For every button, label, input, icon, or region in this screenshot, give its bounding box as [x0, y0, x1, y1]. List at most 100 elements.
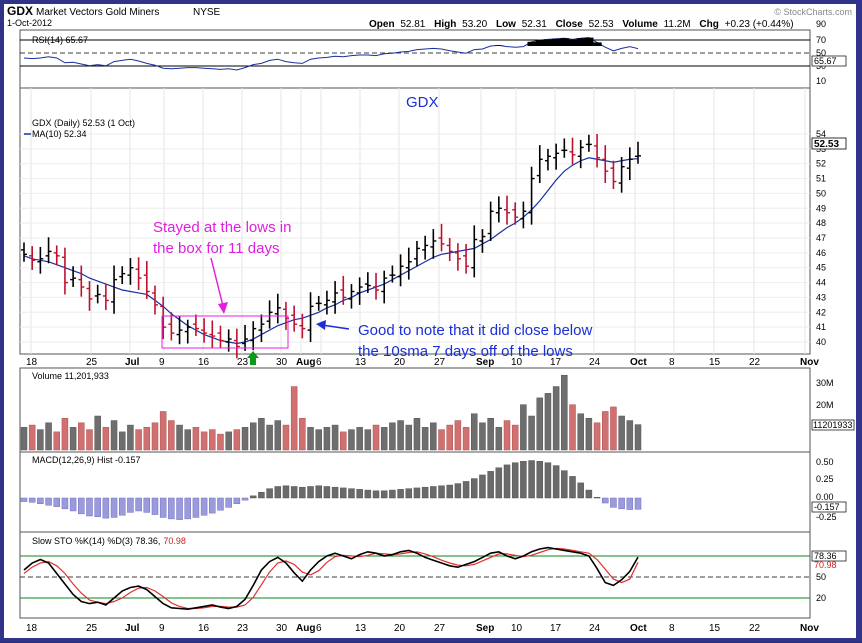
macd-hist-bar: [151, 497, 159, 515]
volume-bar: [397, 420, 404, 451]
price-tick-label: 51: [816, 174, 826, 184]
macd-hist-bar: [225, 497, 232, 508]
macd-hist-bar: [503, 464, 511, 499]
macd-hist-bar: [356, 489, 363, 499]
macd-hist-bar: [593, 497, 601, 499]
ohlc-bar: [495, 196, 502, 223]
macd-hist-bar: [331, 486, 339, 499]
volume-bar: [282, 424, 290, 451]
x-tick-label-bottom: 8: [669, 623, 675, 634]
volume-bar: [536, 397, 544, 451]
ohlc-bar: [37, 246, 44, 274]
x-tick-label-bottom: Aug: [296, 623, 315, 634]
ohlc-bar: [119, 266, 126, 285]
ohlc-bar: [413, 240, 420, 267]
macd-hist-bar: [143, 497, 151, 513]
volume-bar: [266, 424, 273, 451]
volume-bar: [168, 420, 175, 451]
macd-y-ticks: 0.50 0.25 0.00 -0.25: [816, 457, 837, 522]
volume-bar: [348, 429, 355, 451]
price-tick-label: 44: [816, 278, 826, 288]
rsi-overbought-fill: [592, 42, 602, 46]
x-tick-label: 25: [86, 357, 98, 368]
sma-note-line2: the 10sma 7 days off of the lows: [358, 343, 573, 360]
ohlc-bar: [217, 325, 224, 348]
macd-hist-bar: [45, 497, 52, 506]
x-tick-label: 8: [669, 357, 675, 368]
volume-bar: [430, 422, 437, 451]
rsi-tick-10: 10: [816, 76, 826, 86]
macd-hist-bar: [618, 497, 625, 510]
volume-bar: [340, 431, 347, 451]
rsi-value-box: [811, 55, 847, 67]
ohlc-bar: [569, 137, 576, 165]
box-note-line1: Stayed at the lows in: [153, 219, 291, 236]
macd-hist-bar: [233, 497, 241, 505]
brand-label[interactable]: © StockCharts.com: [774, 7, 852, 17]
sto-k-line: [23, 546, 639, 611]
x-tick-label-bottom: 10: [511, 623, 523, 634]
sto-panel: [19, 531, 811, 619]
volume-bar: [127, 424, 134, 451]
volume-bar: [331, 424, 339, 451]
box-note-line2: the box for 11 days: [153, 240, 279, 257]
x-tick-label-bottom: Nov: [800, 623, 819, 634]
macd-hist-bar: [37, 497, 44, 505]
volume-bar: [495, 427, 503, 451]
volume-bar: [561, 374, 568, 451]
price-tick-label: 42: [816, 307, 826, 317]
ohlc-bar: [594, 134, 601, 168]
macd-hist-bar: [569, 476, 576, 499]
ohlc-bar: [168, 312, 175, 341]
x-tick-label: 24: [589, 357, 601, 368]
price-tick-label: 49: [816, 203, 826, 213]
volume-bar: [602, 411, 609, 451]
stock-chart-svg: GDX Market Vectors Gold Miners NYSE 1-Oc…: [7, 4, 855, 634]
macd-hist-bar: [249, 495, 257, 499]
rsi-line: [23, 37, 639, 71]
ohlc-bar: [635, 141, 641, 164]
ohlc-bar: [528, 166, 535, 225]
macd-hist-bar: [266, 488, 273, 499]
macd-label: MACD(12,26,9) Hist -0.157: [32, 455, 141, 465]
macd-hist-bar: [544, 462, 552, 499]
macd-hist-bar: [168, 497, 175, 520]
volume-value: 11.2M: [664, 19, 691, 30]
x-tick-label: 17: [550, 357, 562, 368]
price-tick-label: 48: [816, 218, 826, 228]
x-tick-label-bottom: 17: [550, 623, 562, 634]
x-tick-label: 27: [434, 357, 446, 368]
macd-hist-bar: [626, 497, 634, 510]
ohlc-bar: [626, 147, 633, 181]
volume-bar: [143, 427, 151, 451]
sto-label-d: 70.98: [163, 536, 186, 546]
macd-tick-neg025: -0.25: [816, 512, 837, 522]
volume-layer: [20, 374, 642, 451]
volume-bar: [102, 427, 110, 451]
macd-hist-bar: [241, 497, 249, 501]
macd-hist-bar: [372, 490, 380, 499]
chart-exchange: NYSE: [193, 7, 221, 18]
macd-hist-bar: [405, 488, 413, 499]
volume-label: Volume: [622, 19, 658, 30]
volume-bar: [94, 415, 101, 451]
ohlc-bar: [61, 247, 68, 295]
x-axis-price: 18 25 Jul 9 16 23 30 Aug 6 13 20 27 Sep 10 17 24 Oct 8 15 2…: [26, 357, 819, 368]
sto-d-line: [23, 547, 639, 610]
ohlc-bar: [143, 261, 150, 299]
ohlc-bar: [102, 284, 109, 311]
price-tick-label: 52: [816, 159, 826, 169]
high-label: High: [434, 19, 456, 30]
macd-hist-bar: [536, 461, 544, 499]
ohlc-bar: [610, 160, 617, 189]
macd-hist-bar: [86, 497, 93, 517]
ma-layer: [23, 157, 639, 345]
macd-hist-bar: [585, 489, 593, 499]
ohlc-bar: [266, 300, 273, 329]
macd-hist-bar: [561, 470, 568, 499]
macd-layer: [20, 460, 642, 520]
x-tick-label-bottom: 18: [26, 623, 38, 634]
magenta-arrow-line: [210, 257, 225, 311]
rsi-overbought-fill: [527, 41, 537, 46]
x-tick-label: Oct: [630, 357, 647, 368]
